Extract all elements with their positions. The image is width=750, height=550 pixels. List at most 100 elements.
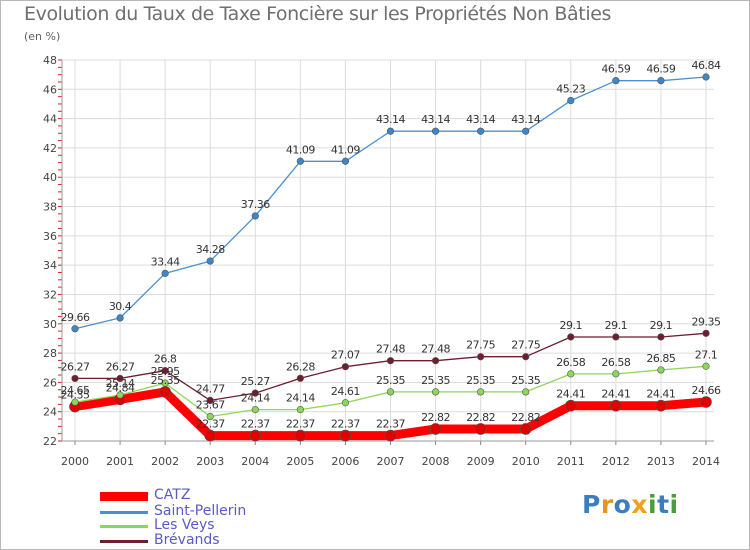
x-tick-label: 2014: [692, 455, 720, 468]
data-point-catz: [429, 423, 442, 435]
data-label-catz: 22.37: [331, 418, 360, 431]
unit-label: (en %): [24, 30, 61, 43]
data-label-catz: 24.41: [556, 388, 585, 401]
data-label-brevands: 26.28: [286, 360, 315, 373]
data-point-brevands: [702, 329, 710, 337]
legend-swatch-brevands: [100, 540, 148, 543]
logo-letter: i: [669, 490, 679, 519]
data-point-les-veys: [71, 398, 79, 406]
y-tick-label: 48: [43, 54, 57, 67]
data-label-saint-pellerin: 46.59: [646, 63, 675, 76]
data-label-les-veys: 24.14: [241, 392, 270, 405]
data-label-brevands: 29.1: [650, 319, 673, 332]
data-label-catz: 22.37: [196, 418, 225, 431]
data-point-les-veys: [341, 399, 350, 407]
data-label-saint-pellerin: 43.14: [421, 113, 450, 126]
proxiti-logo: Proxiti: [582, 490, 679, 519]
data-label-les-veys: 24.65: [61, 384, 90, 397]
x-tick-label: 2000: [61, 455, 89, 468]
data-point-saint-pellerin: [522, 127, 530, 135]
data-point-saint-pellerin: [386, 127, 395, 135]
data-label-brevands: 29.1: [560, 319, 583, 332]
x-tick-label: 2002: [151, 455, 179, 468]
data-label-brevands: 24.77: [196, 382, 225, 395]
data-point-saint-pellerin: [341, 157, 350, 165]
data-label-catz: 24.84: [106, 381, 135, 394]
data-point-saint-pellerin: [206, 257, 214, 265]
data-label-saint-pellerin: 29.66: [61, 311, 90, 324]
data-point-catz: [339, 429, 352, 442]
data-label-saint-pellerin: 43.14: [466, 113, 495, 126]
data-point-brevands: [251, 389, 259, 397]
data-label-brevands: 29.35: [692, 315, 721, 328]
data-point-catz: [655, 399, 667, 412]
data-label-saint-pellerin: 41.09: [331, 143, 360, 156]
data-point-brevands: [71, 374, 79, 383]
data-label-brevands: 27.75: [466, 339, 495, 352]
data-label-les-veys: 26.85: [646, 352, 675, 365]
legend-label-brevands: Brévands: [154, 532, 220, 548]
data-point-brevands: [522, 353, 530, 361]
data-point-les-veys: [612, 370, 620, 378]
plot-area: [62, 60, 714, 441]
data-label-catz: 22.82: [421, 411, 450, 424]
data-label-brevands: 26.27: [106, 360, 135, 373]
data-point-brevands: [386, 357, 395, 365]
y-tick-label: 30: [43, 318, 57, 331]
data-point-les-veys: [251, 406, 259, 414]
y-tick-label: 46: [43, 83, 57, 96]
data-label-les-veys: 25.35: [376, 374, 405, 387]
data-label-saint-pellerin: 45.23: [556, 83, 585, 96]
x-tick-label: 2004: [241, 455, 269, 468]
data-point-saint-pellerin: [431, 127, 440, 135]
data-point-brevands: [206, 396, 214, 405]
data-point-catz: [204, 429, 217, 442]
data-point-les-veys: [431, 388, 440, 396]
data-point-brevands: [431, 357, 440, 365]
x-tick-label: 2013: [647, 455, 675, 468]
y-tick-label: 32: [43, 288, 57, 301]
data-point-catz: [294, 429, 307, 442]
legend-swatch-saint-pellerin: [100, 511, 148, 514]
data-label-les-veys: 24.14: [286, 392, 315, 405]
data-label-catz: 24.35: [61, 389, 90, 402]
data-label-les-veys: 24.61: [331, 385, 360, 398]
x-tick-label: 2010: [512, 455, 540, 468]
legend-swatch-catz: [100, 492, 148, 501]
legend-swatch-les-veys: [100, 525, 148, 528]
x-tick-label: 2008: [422, 455, 450, 468]
y-tick-label: 42: [43, 142, 57, 155]
data-label-saint-pellerin: 34.28: [196, 243, 225, 256]
logo-letter: o: [613, 490, 632, 519]
x-tick-label: 2012: [602, 455, 630, 468]
data-point-catz: [249, 429, 262, 442]
y-tick-label: 22: [43, 435, 57, 448]
data-label-saint-pellerin: 33.44: [151, 255, 180, 268]
data-label-catz: 24.66: [692, 384, 721, 397]
data-point-brevands: [296, 374, 304, 382]
data-label-saint-pellerin: 43.14: [376, 113, 405, 126]
data-point-brevands: [116, 374, 124, 383]
data-label-brevands: 26.27: [61, 360, 90, 373]
data-point-les-veys: [386, 388, 395, 396]
data-label-catz: 24.41: [646, 388, 675, 401]
data-point-saint-pellerin: [702, 73, 710, 81]
chart-title: Evolution du Taux de Taxe Foncière sur l…: [24, 3, 612, 25]
data-point-brevands: [477, 353, 485, 361]
y-tick-label: 36: [43, 230, 57, 243]
data-label-catz: 22.82: [511, 411, 540, 424]
legend-label-catz: CATZ: [154, 487, 191, 503]
data-label-brevands: 27.48: [421, 343, 450, 356]
data-point-brevands: [567, 333, 575, 341]
data-label-brevands: 27.07: [331, 349, 360, 362]
data-label-catz: 22.82: [466, 411, 495, 424]
data-point-brevands: [341, 363, 350, 371]
data-label-les-veys: 27.1: [695, 348, 718, 361]
data-point-les-veys: [477, 388, 485, 396]
data-label-les-veys: 25.95: [151, 365, 180, 378]
data-point-saint-pellerin: [251, 212, 259, 220]
data-point-les-veys: [116, 391, 124, 399]
data-point-saint-pellerin: [116, 314, 124, 322]
legend-label-les-veys: Les Veys: [154, 517, 215, 533]
data-point-les-veys: [206, 412, 214, 421]
